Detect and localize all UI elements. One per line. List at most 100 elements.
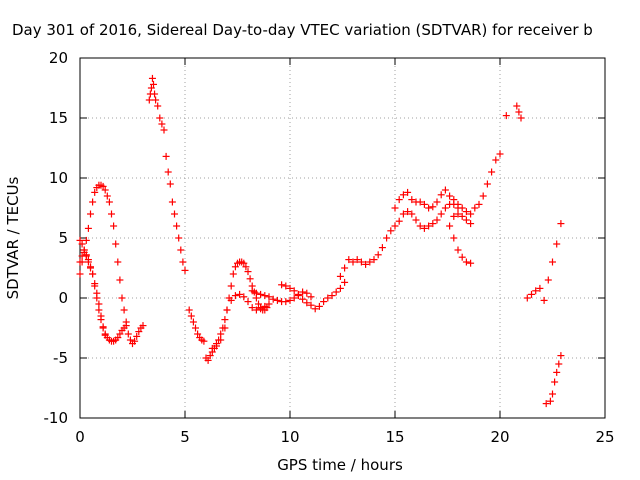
data-point: [467, 259, 475, 267]
data-point: [116, 276, 124, 284]
data-point: [192, 324, 199, 332]
data-point: [103, 192, 111, 200]
data-point: [87, 210, 94, 218]
data-point: [391, 222, 399, 230]
data-point: [246, 275, 254, 283]
data-point: [185, 306, 193, 314]
data-point: [221, 316, 229, 324]
data-point: [148, 74, 156, 82]
data-point: [496, 150, 504, 158]
data-point: [425, 222, 433, 230]
data-point: [441, 204, 449, 212]
data-point: [158, 120, 166, 128]
data-point: [349, 258, 357, 266]
data-point: [204, 356, 212, 364]
data-point: [483, 180, 491, 188]
data-point: [492, 156, 500, 164]
data-point: [307, 301, 315, 309]
data-point: [462, 258, 470, 266]
data-point: [303, 289, 311, 297]
data-point: [255, 300, 262, 308]
data-point: [131, 337, 139, 345]
data-point: [82, 251, 90, 259]
data-point: [282, 298, 290, 306]
x-tick-label: 10: [280, 428, 299, 446]
data-point: [458, 253, 466, 261]
data-point: [416, 222, 424, 230]
data-point: [97, 312, 105, 320]
grid: [80, 58, 605, 418]
data-point: [162, 152, 170, 160]
data-point: [227, 282, 235, 290]
data-point: [248, 287, 256, 295]
data-point: [341, 264, 349, 272]
data-point: [252, 306, 260, 314]
data-point: [265, 293, 273, 301]
data-point: [223, 306, 231, 314]
data-point: [307, 293, 315, 301]
x-tick-label: 0: [75, 428, 85, 446]
data-point: [248, 304, 256, 312]
data-point: [282, 282, 290, 290]
data-point: [164, 168, 172, 176]
data-point: [433, 216, 441, 224]
data-point: [404, 188, 412, 196]
data-point: [479, 192, 487, 200]
data-point: [120, 306, 128, 314]
data-point: [269, 295, 277, 303]
data-point: [187, 312, 195, 320]
y-tick-labels: -10 -5 0 5 10 15 20: [44, 49, 69, 427]
data-point: [551, 378, 559, 386]
data-point: [95, 306, 103, 314]
data-point: [278, 281, 286, 289]
data-point: [408, 196, 416, 204]
data-point: [395, 196, 403, 204]
data-point: [458, 204, 466, 212]
y-tick-label: 20: [49, 49, 68, 67]
data-point: [366, 258, 374, 266]
data-point: [336, 272, 344, 280]
data-point: [217, 336, 225, 344]
data-point: [324, 294, 332, 302]
x-tick-label: 15: [385, 428, 404, 446]
data-point: [374, 251, 382, 259]
data-point: [515, 108, 523, 116]
data-point: [341, 278, 349, 286]
data-point: [242, 263, 250, 271]
data-point: [240, 293, 248, 301]
data-point: [236, 290, 244, 298]
data-point: [471, 204, 479, 212]
data-point: [513, 102, 521, 110]
data-point: [84, 224, 92, 232]
data-point: [391, 204, 399, 212]
data-point: [99, 323, 107, 331]
data-point: [124, 330, 132, 338]
data-point: [78, 240, 86, 248]
data-point: [303, 299, 311, 307]
data-point: [145, 96, 153, 104]
data-point: [286, 296, 294, 304]
data-point: [240, 259, 248, 267]
data-point: [517, 114, 525, 122]
data-point: [549, 258, 556, 266]
data-point: [156, 114, 164, 122]
data-point: [227, 296, 235, 304]
data-point: [135, 328, 143, 336]
data-point: [273, 296, 281, 304]
data-point: [126, 336, 134, 344]
data-point: [425, 204, 433, 212]
plot-frame: [79, 57, 606, 419]
y-tick-label: -5: [53, 349, 68, 367]
data-point: [91, 280, 99, 288]
data-point: [557, 352, 565, 360]
data-point: [177, 246, 185, 254]
data-point: [446, 192, 454, 200]
data-point: [84, 256, 92, 264]
data-point: [231, 263, 239, 271]
data-point: [110, 222, 118, 230]
y-tick-label: 0: [58, 289, 68, 307]
data-point: [160, 126, 168, 134]
x-tick-labels: 0 5 10 15 20 25: [75, 428, 614, 446]
data-point: [112, 240, 120, 248]
